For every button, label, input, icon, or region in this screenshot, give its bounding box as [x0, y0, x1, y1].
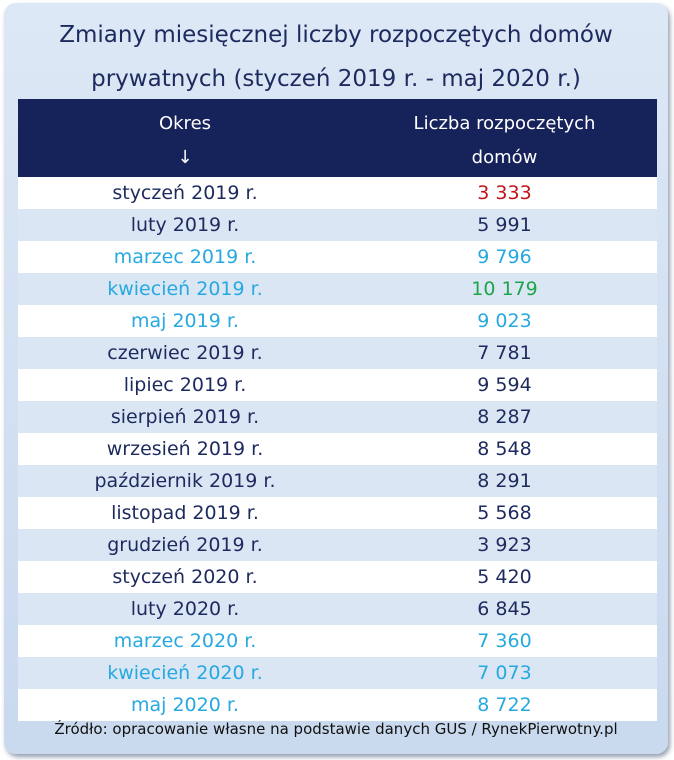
period-cell: styczeń 2019 r. — [112, 182, 258, 204]
value-cell: 7 073 — [477, 662, 532, 684]
table-row: październik 2019 r. 8 291 — [18, 465, 657, 497]
value-cell: 7 781 — [477, 342, 532, 364]
table-row: sierpień 2019 r. 8 287 — [18, 401, 657, 433]
period-cell: grudzień 2019 r. — [107, 534, 263, 556]
table-row: luty 2019 r. 5 991 — [18, 209, 657, 241]
value-cell: 10 179 — [471, 278, 538, 300]
table-row: lipiec 2019 r. 9 594 — [18, 369, 657, 401]
table-row: kwiecień 2020 r. 7 073 — [18, 657, 657, 689]
value-cell: 5 420 — [477, 566, 532, 588]
period-cell: marzec 2020 r. — [113, 630, 257, 652]
title-line-1: Zmiany miesięcznej liczby rozpoczętych d… — [59, 22, 613, 48]
value-cell: 6 845 — [477, 598, 532, 620]
period-cell: marzec 2019 r. — [113, 246, 257, 268]
period-cell: luty 2019 r. — [130, 214, 240, 236]
chart-title: Zmiany miesięcznej liczby rozpoczętych d… — [4, 13, 668, 101]
period-cell: kwiecień 2019 r. — [107, 278, 263, 300]
period-cell: listopad 2019 r. — [111, 502, 259, 524]
title-line-2: prywatnych (styczeń 2019 r. - maj 2020 r… — [91, 66, 581, 92]
down-arrow-icon: ↓ — [177, 147, 193, 168]
header-period-label: Okres — [158, 113, 212, 134]
period-cell: luty 2020 r. — [130, 598, 240, 620]
value-cell: 9 594 — [477, 374, 532, 396]
table-row: styczeń 2020 r. 5 420 — [18, 561, 657, 593]
table-row: grudzień 2019 r. 3 923 — [18, 529, 657, 561]
table-row: maj 2019 r. 9 023 — [18, 305, 657, 337]
table-header: Okres ↓ Liczba rozpoczętych domów — [18, 99, 657, 177]
period-cell: styczeń 2020 r. — [112, 566, 258, 588]
table-row: marzec 2019 r. 9 796 — [18, 241, 657, 273]
table-row: marzec 2020 r. 7 360 — [18, 625, 657, 657]
period-cell: wrzesień 2019 r. — [106, 438, 264, 460]
value-cell: 5 568 — [477, 502, 532, 524]
period-cell: czerwiec 2019 r. — [107, 342, 263, 364]
value-cell: 3 923 — [477, 534, 532, 556]
table-row: luty 2020 r. 6 845 — [18, 593, 657, 625]
value-cell: 9 796 — [477, 246, 532, 268]
period-cell: sierpień 2019 r. — [110, 406, 260, 428]
value-cell: 8 548 — [477, 438, 532, 460]
table-row: maj 2020 r. 8 722 — [18, 689, 657, 721]
value-cell: 5 991 — [477, 214, 532, 236]
value-cell: 9 023 — [477, 310, 532, 332]
table-row: kwiecień 2019 r. 10 179 — [18, 273, 657, 305]
value-cell: 7 360 — [477, 630, 532, 652]
header-count-line-1: Liczba rozpoczętych — [413, 113, 596, 134]
period-cell: maj 2019 r. — [131, 310, 239, 332]
period-cell: maj 2020 r. — [131, 694, 239, 716]
table-card: Zmiany miesięcznej liczby rozpoczętych d… — [4, 3, 668, 754]
period-cell: lipiec 2019 r. — [123, 374, 247, 396]
table-row: czerwiec 2019 r. 7 781 — [18, 337, 657, 369]
table-row: styczeń 2019 r. 3 333 — [18, 177, 657, 209]
value-cell: 8 722 — [477, 694, 532, 716]
table-row: listopad 2019 r. 5 568 — [18, 497, 657, 529]
value-cell: 8 291 — [477, 470, 532, 492]
period-cell: październik 2019 r. — [94, 470, 276, 492]
data-table: Okres ↓ Liczba rozpoczętych domów stycze… — [18, 99, 657, 721]
header-count-line-2: domów — [471, 147, 538, 168]
value-cell: 8 287 — [477, 406, 532, 428]
value-cell: 3 333 — [477, 182, 532, 204]
period-cell: kwiecień 2020 r. — [107, 662, 263, 684]
header-count: Liczba rozpoczętych domów — [352, 99, 657, 177]
table-body: styczeń 2019 r. 3 333 luty 2019 r. 5 991 mar… — [18, 177, 657, 721]
header-period: Okres ↓ — [18, 99, 352, 177]
table-row: wrzesień 2019 r. 8 548 — [18, 433, 657, 465]
source-note: Źródło: opracowanie własne na podstawie … — [54, 720, 618, 738]
